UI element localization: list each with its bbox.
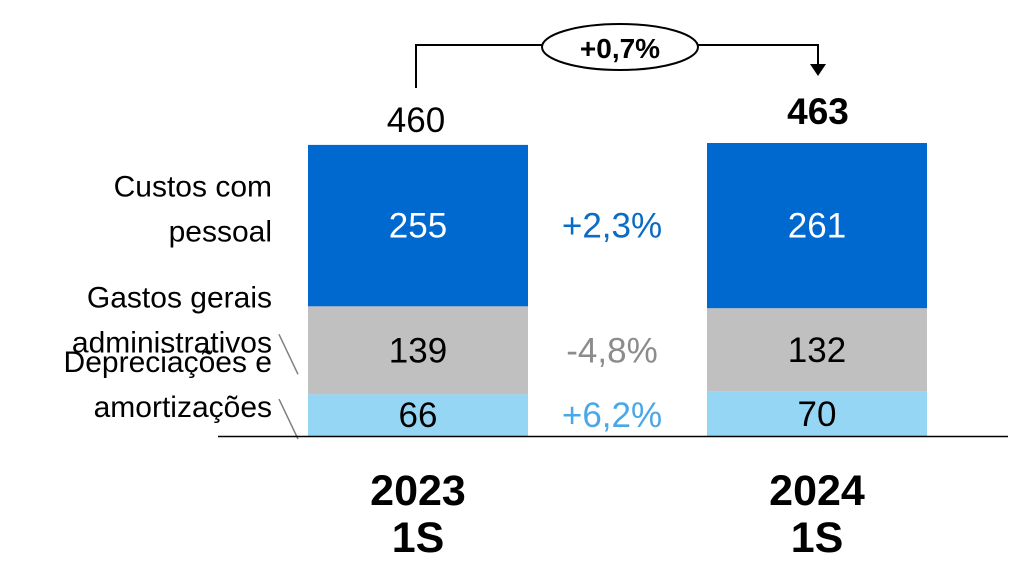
segment-value-2024-2: 261 <box>788 207 846 246</box>
bar-segment-2024-0 <box>707 391 927 436</box>
segment-value-2024-0: 70 <box>798 395 837 434</box>
segment-value-2023-1: 139 <box>389 331 447 370</box>
segment-value-2023-0: 66 <box>399 396 438 435</box>
segment-value-2023-2: 255 <box>389 207 447 246</box>
category-period-2023: 1S <box>392 514 445 562</box>
series-label-leader-0 <box>278 398 299 440</box>
bars-layer <box>308 143 927 436</box>
total-change-label: +0,7% <box>580 33 660 64</box>
category-year-2023: 2023 <box>370 467 466 515</box>
segment-labels-layer: 66 139 255 70 132 261 <box>389 207 846 436</box>
segment-change-2: +2,3% <box>562 207 662 246</box>
series-label-0-line-0: Depreciações e <box>64 346 272 379</box>
series-label-leader-1 <box>278 333 299 375</box>
change-labels-layer: +6,2% -4,8% +2,3% <box>562 207 662 436</box>
total-change-annotation: +0,7% <box>415 23 826 88</box>
bar-segment-2023-0 <box>308 394 528 436</box>
change-arrowhead <box>810 64 826 76</box>
series-label-2-line-1: pessoal <box>169 216 272 249</box>
bar-segment-2024-2 <box>707 143 927 309</box>
bar-segment-2023-2 <box>308 144 528 307</box>
category-year-2024: 2024 <box>769 467 865 515</box>
category-period-2024: 1S <box>791 514 844 562</box>
segment-change-1: -4,8% <box>566 331 657 370</box>
total-label-2023: 460 <box>387 101 445 140</box>
total-label-2024: 463 <box>787 91 849 132</box>
segment-value-2024-1: 132 <box>788 331 846 370</box>
series-labels-layer: Depreciações e amortizações Gastos gerais a… <box>64 171 299 440</box>
series-label-1-line-1: administrativos <box>72 326 272 359</box>
series-label-0-line-1: amortizações <box>94 391 272 424</box>
series-label-2-line-0: Custos com <box>114 171 272 204</box>
change-connector-line <box>415 44 819 88</box>
bar-segment-2024-1 <box>707 308 927 392</box>
bar-segment-2023-1 <box>308 306 528 395</box>
segment-change-0: +6,2% <box>562 396 662 435</box>
change-bubble <box>541 23 699 71</box>
series-label-1-line-0: Gastos gerais <box>87 281 272 314</box>
